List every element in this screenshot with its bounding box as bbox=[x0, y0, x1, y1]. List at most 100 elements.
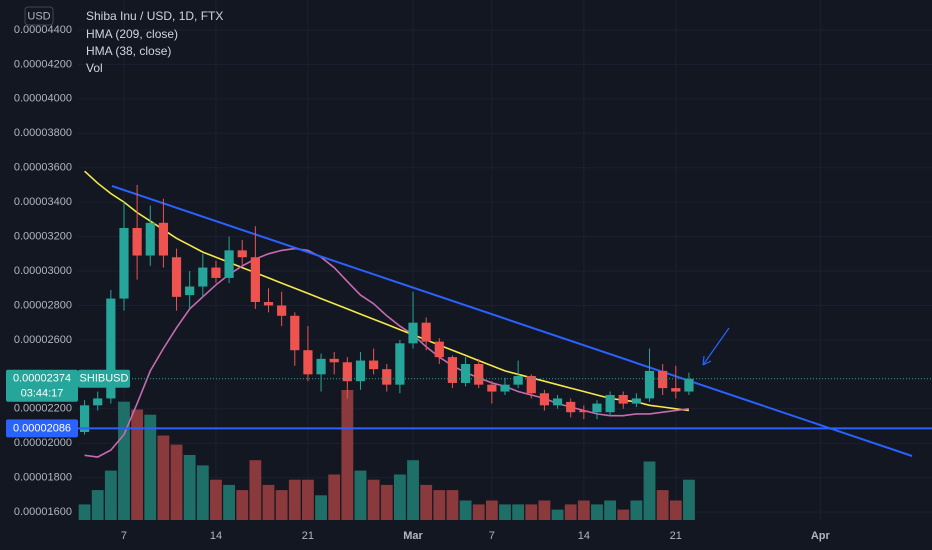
candle-body bbox=[211, 267, 221, 278]
axis-labels: 0.00001600 0.00001800 0.00002000 0.00002200… bbox=[14, 24, 831, 542]
candle-body bbox=[342, 362, 352, 382]
arrow-shaft bbox=[702, 327, 730, 366]
candle-body bbox=[395, 343, 405, 385]
volume-bar bbox=[630, 500, 643, 520]
volume-bar bbox=[683, 479, 695, 520]
y-tick-label: 0.00002800 bbox=[14, 299, 72, 311]
volume-bar bbox=[341, 390, 354, 520]
y-tick-label: 0.00002000 bbox=[14, 437, 72, 449]
y-tick-label: 0.00003400 bbox=[14, 196, 72, 208]
y-tick-label: 0.00002600 bbox=[14, 334, 72, 346]
candle-body bbox=[526, 376, 536, 394]
arrow-annotation[interactable] bbox=[702, 327, 730, 366]
indicator-line bbox=[84, 170, 690, 412]
candle-body bbox=[132, 227, 142, 256]
candle-body bbox=[539, 393, 550, 406]
candle-body bbox=[224, 250, 234, 278]
x-tick-label: 21 bbox=[302, 530, 314, 542]
volume-bar bbox=[249, 460, 262, 520]
arrow-head bbox=[702, 355, 712, 366]
volume-bar bbox=[223, 484, 236, 520]
volume-bar bbox=[420, 484, 433, 520]
currency-box[interactable] bbox=[24, 6, 54, 26]
candle-body bbox=[158, 222, 168, 256]
volume-bar bbox=[512, 504, 525, 520]
candle-body bbox=[93, 398, 103, 406]
candle-body bbox=[605, 394, 615, 413]
candle-body bbox=[618, 394, 628, 404]
volume-bar bbox=[591, 504, 603, 520]
candle-body bbox=[566, 401, 576, 413]
chart-title: Shiba Inu / USD, 1D, FTX bbox=[86, 9, 223, 23]
volume-bar bbox=[196, 465, 209, 520]
volume-bar bbox=[643, 461, 656, 520]
volume-bar bbox=[446, 490, 459, 520]
x-tick-label: 21 bbox=[670, 530, 682, 542]
countdown: 03:44:17 bbox=[21, 388, 64, 400]
y-tick-label: 0.00003200 bbox=[14, 230, 72, 242]
candle-body bbox=[513, 376, 523, 385]
volume-bar bbox=[236, 490, 249, 520]
volume-layer bbox=[78, 390, 695, 520]
volume-bar bbox=[485, 500, 498, 520]
volume-bar bbox=[525, 504, 538, 520]
x-tick-label: 14 bbox=[210, 530, 222, 542]
candle-body bbox=[185, 286, 195, 296]
y-tick-label: 0.00004400 bbox=[14, 24, 72, 36]
candle-layer bbox=[79, 184, 694, 435]
volume-bar bbox=[604, 500, 617, 520]
candle-body bbox=[487, 384, 497, 392]
legend: USD Shiba Inu / USD, 1D, FTX HMA (209, c… bbox=[24, 6, 223, 75]
candle-body bbox=[316, 358, 326, 375]
y-tick-label: 0.00002200 bbox=[14, 403, 72, 415]
volume-bar bbox=[144, 414, 157, 520]
candle-body bbox=[684, 378, 694, 392]
price-label: 0.00002086 bbox=[13, 422, 71, 434]
legend-entry[interactable]: HMA (209, close) bbox=[86, 27, 178, 41]
candle-body bbox=[421, 322, 431, 342]
y-tick-label: 0.00001600 bbox=[14, 506, 72, 518]
volume-bar bbox=[354, 470, 367, 520]
volume-bar bbox=[380, 484, 393, 520]
volume-bar bbox=[669, 500, 682, 520]
volume-bar bbox=[407, 460, 419, 520]
volume-bar bbox=[288, 479, 301, 520]
candle-body bbox=[198, 267, 208, 287]
candle-body bbox=[369, 360, 379, 370]
volume-bar bbox=[459, 500, 472, 520]
y-tick-label: 0.00003800 bbox=[14, 127, 72, 139]
volume-bar bbox=[262, 484, 275, 520]
candle-body bbox=[671, 388, 681, 392]
candle-body bbox=[119, 227, 129, 299]
volume-bar bbox=[315, 495, 327, 520]
candle-body bbox=[171, 257, 182, 297]
volume-bar bbox=[118, 401, 130, 520]
volume-bar bbox=[538, 500, 551, 520]
x-tick-label: 14 bbox=[578, 530, 590, 542]
candle-body bbox=[329, 358, 339, 363]
price-label-box bbox=[6, 369, 78, 402]
candle-body bbox=[355, 360, 366, 382]
legend-entry[interactable]: HMA (38, close) bbox=[86, 44, 171, 58]
volume-bar bbox=[78, 504, 91, 520]
trend-line[interactable] bbox=[111, 185, 913, 457]
volume-bar bbox=[170, 444, 183, 520]
symbol-box bbox=[78, 369, 130, 388]
x-tick-label: Apr bbox=[811, 530, 831, 542]
legend-entry[interactable]: Vol bbox=[86, 61, 103, 75]
y-tick-label: 0.00001800 bbox=[14, 472, 72, 484]
volume-bar bbox=[564, 504, 577, 520]
volume-bar bbox=[656, 490, 669, 520]
candle-body bbox=[631, 398, 641, 404]
candle-body bbox=[658, 370, 668, 389]
candle-body bbox=[592, 403, 602, 413]
candle-body bbox=[263, 302, 274, 306]
x-tick-label: Mar bbox=[403, 530, 423, 542]
candle-body bbox=[500, 384, 510, 392]
volume-bar bbox=[157, 435, 170, 520]
price-label: 0.00002374 bbox=[13, 373, 71, 385]
volume-bar bbox=[577, 500, 590, 520]
volume-bar bbox=[104, 470, 117, 520]
volume-bar bbox=[302, 479, 314, 520]
